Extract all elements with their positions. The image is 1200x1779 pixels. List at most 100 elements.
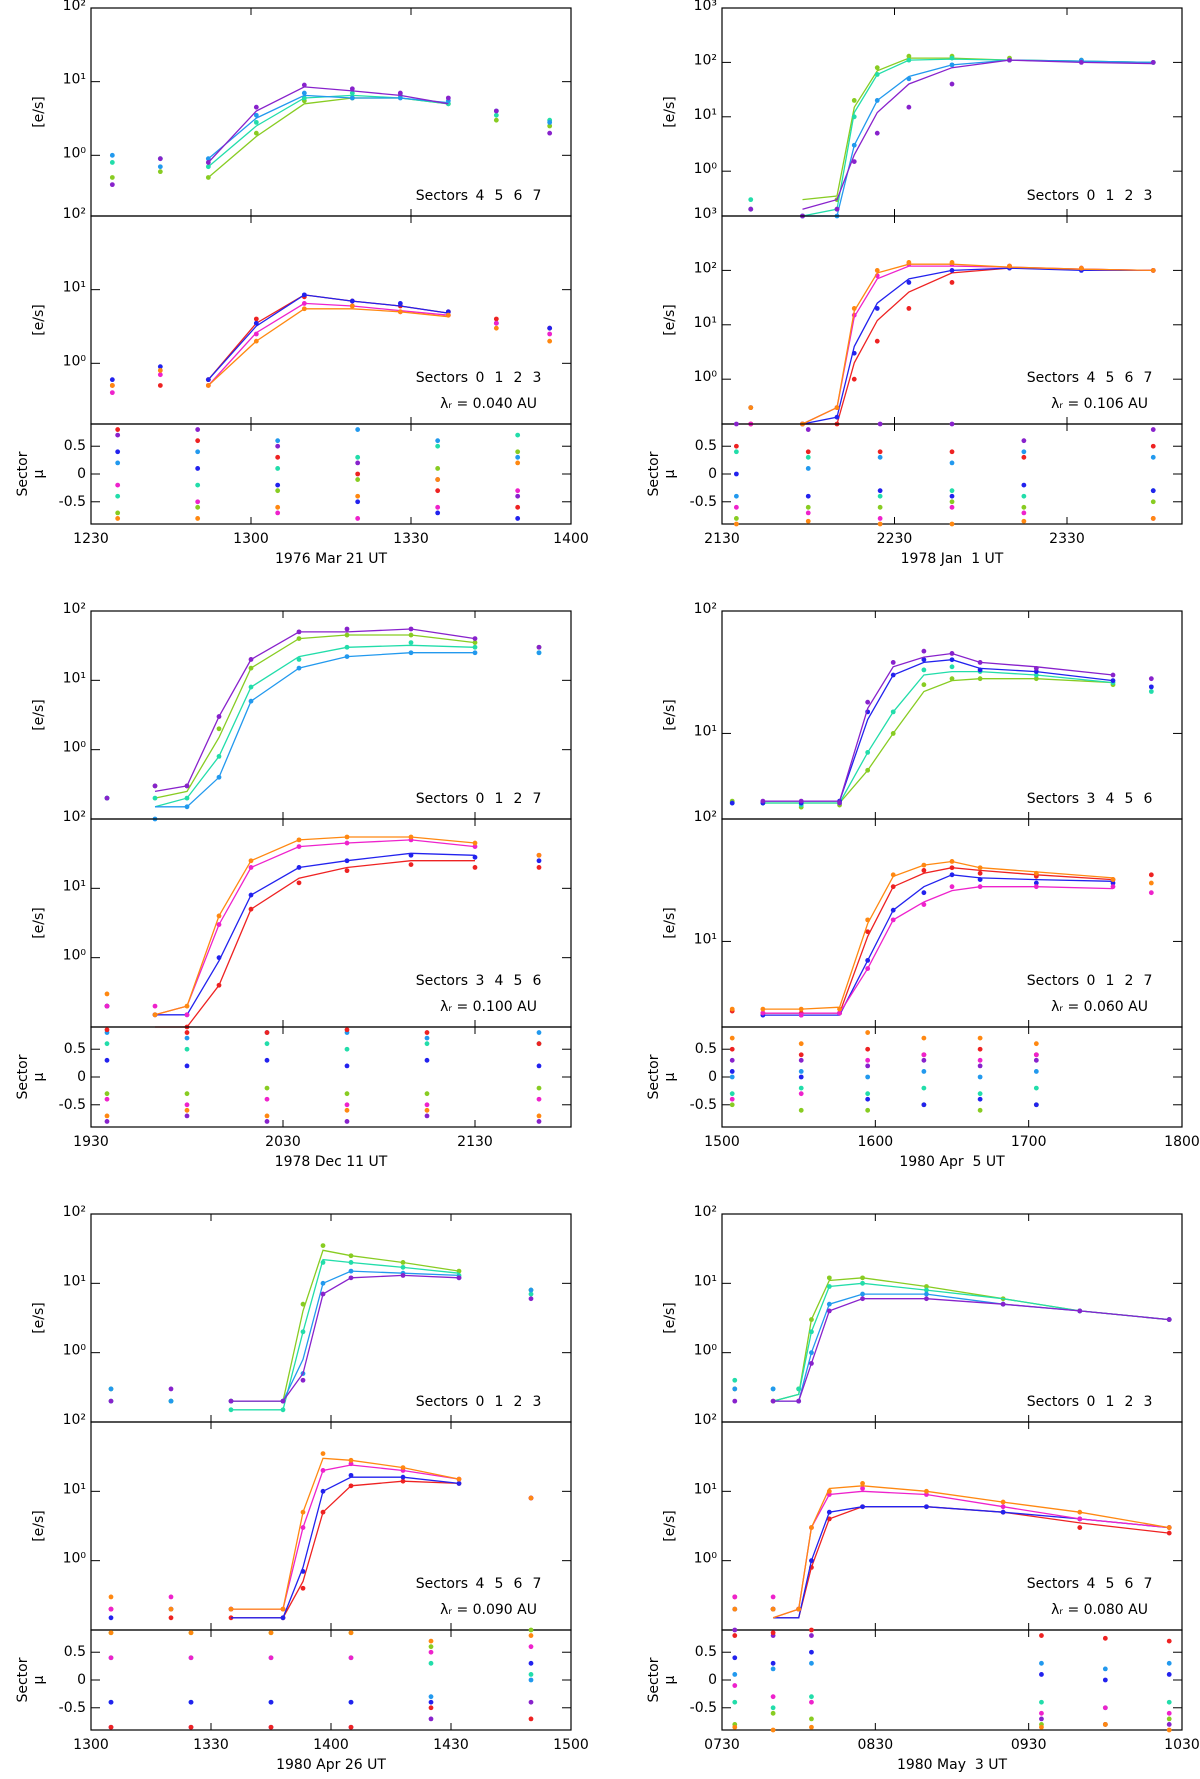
mu-point [275, 454, 281, 460]
mu-point [1021, 438, 1027, 444]
mu-point [184, 1102, 190, 1108]
data-point [921, 657, 927, 663]
mu-point [1033, 1041, 1039, 1047]
data-point [397, 301, 403, 306]
data-point [977, 660, 983, 665]
fit-line [772, 1282, 1170, 1402]
data-point [253, 104, 259, 110]
mu-point [865, 1074, 871, 1080]
data-point [1166, 1530, 1172, 1536]
legend-entry: 1 [1106, 1394, 1115, 1410]
mu-point [428, 1644, 434, 1650]
legend-entry: 6 [514, 188, 523, 204]
data-point [400, 1474, 406, 1480]
legend-entry: 4 [1087, 1576, 1096, 1592]
mu-point [1166, 1699, 1172, 1705]
legend-title: Sectors [416, 973, 468, 989]
mu-point [528, 1644, 534, 1650]
y-tick-label: 10² [63, 809, 86, 825]
data-point [770, 1386, 776, 1392]
x-tick-label: 2130 [704, 531, 740, 547]
legend-entry: 5 [1106, 370, 1115, 386]
mu-point [770, 1710, 776, 1716]
data-point [400, 1478, 406, 1484]
data-point [1033, 884, 1039, 890]
y-tick-label: 10² [694, 1204, 717, 1220]
data-point [300, 1569, 306, 1574]
legend-title: Sectors [1027, 791, 1079, 807]
mu-point [424, 1091, 430, 1097]
data-point [860, 1275, 865, 1281]
data-point [906, 53, 912, 59]
mu-point [344, 1063, 350, 1069]
legend-entry: 4 [1087, 370, 1096, 386]
plot-frame [721, 818, 1183, 1028]
mu-point [921, 1102, 927, 1108]
y-tick-label: 10¹ [63, 670, 86, 686]
legend-title: Sectors [416, 188, 468, 204]
fit-line [154, 644, 476, 808]
mu-point [424, 1107, 430, 1113]
mu-point [809, 1649, 814, 1655]
data-point [1148, 689, 1154, 694]
data-point [1000, 1504, 1006, 1510]
mu-point [528, 1699, 534, 1705]
plot-frame [90, 7, 572, 217]
mu-point [865, 1030, 871, 1035]
y-tick-label: 0 [708, 1672, 717, 1688]
y-tick-label: 0 [77, 1672, 86, 1688]
mu-point [184, 1046, 190, 1052]
data-point [949, 651, 955, 656]
legend-entry: 5 [1125, 791, 1134, 807]
legend-title: Sectors [416, 370, 468, 386]
mu-point [865, 1096, 871, 1102]
mu-point [188, 1699, 194, 1705]
mu-point [268, 1630, 274, 1636]
mu-point [729, 1046, 735, 1052]
plot-frame [721, 1421, 1183, 1631]
data-point [949, 865, 955, 871]
fit-line [802, 59, 1154, 217]
legend-entry: 2 [514, 791, 523, 807]
data-point [397, 95, 403, 101]
data-point [205, 164, 211, 170]
data-point [152, 1012, 158, 1018]
data-point [1078, 59, 1084, 65]
data-point [248, 665, 254, 671]
mu-point [1021, 504, 1027, 510]
x-tick-label: 1600 [858, 1134, 894, 1150]
fit-line [231, 1480, 460, 1619]
legend-title: Sectors [1027, 370, 1079, 386]
mu-point [732, 1672, 738, 1677]
mu-point [108, 1630, 114, 1636]
legend-entry: 4 [476, 188, 485, 204]
mu-point [809, 1694, 814, 1700]
data-point [865, 767, 871, 773]
data-point [157, 164, 163, 170]
x-tick-label: 2230 [877, 531, 913, 547]
x-tick-label: 1500 [553, 1737, 589, 1753]
fit-line [231, 1476, 460, 1619]
data-point [296, 636, 302, 641]
legend-title: Sectors [416, 1576, 468, 1592]
data-point [796, 1386, 802, 1392]
mu-point [195, 482, 201, 488]
data-point [874, 306, 880, 311]
data-point [216, 955, 222, 961]
y-tick-label: 10² [694, 260, 717, 276]
y-tick-label: -0.5 [690, 494, 717, 510]
legend-entry: 7 [1144, 1576, 1153, 1592]
x-tick-label: 2030 [265, 1134, 301, 1150]
mu-point [809, 1724, 814, 1730]
data-point [906, 260, 912, 265]
data-point [949, 859, 955, 864]
legend-title: Sectors [1027, 1394, 1079, 1410]
y-tick-label: 10⁰ [63, 145, 87, 161]
data-point [344, 868, 350, 874]
fit-line [762, 886, 1114, 1014]
data-point [456, 1268, 462, 1274]
x-tick-label: 0930 [1011, 1737, 1047, 1753]
mu-point [355, 477, 361, 482]
y-tick-label: 10¹ [694, 723, 717, 739]
legend-entry: 4 [476, 1576, 485, 1592]
